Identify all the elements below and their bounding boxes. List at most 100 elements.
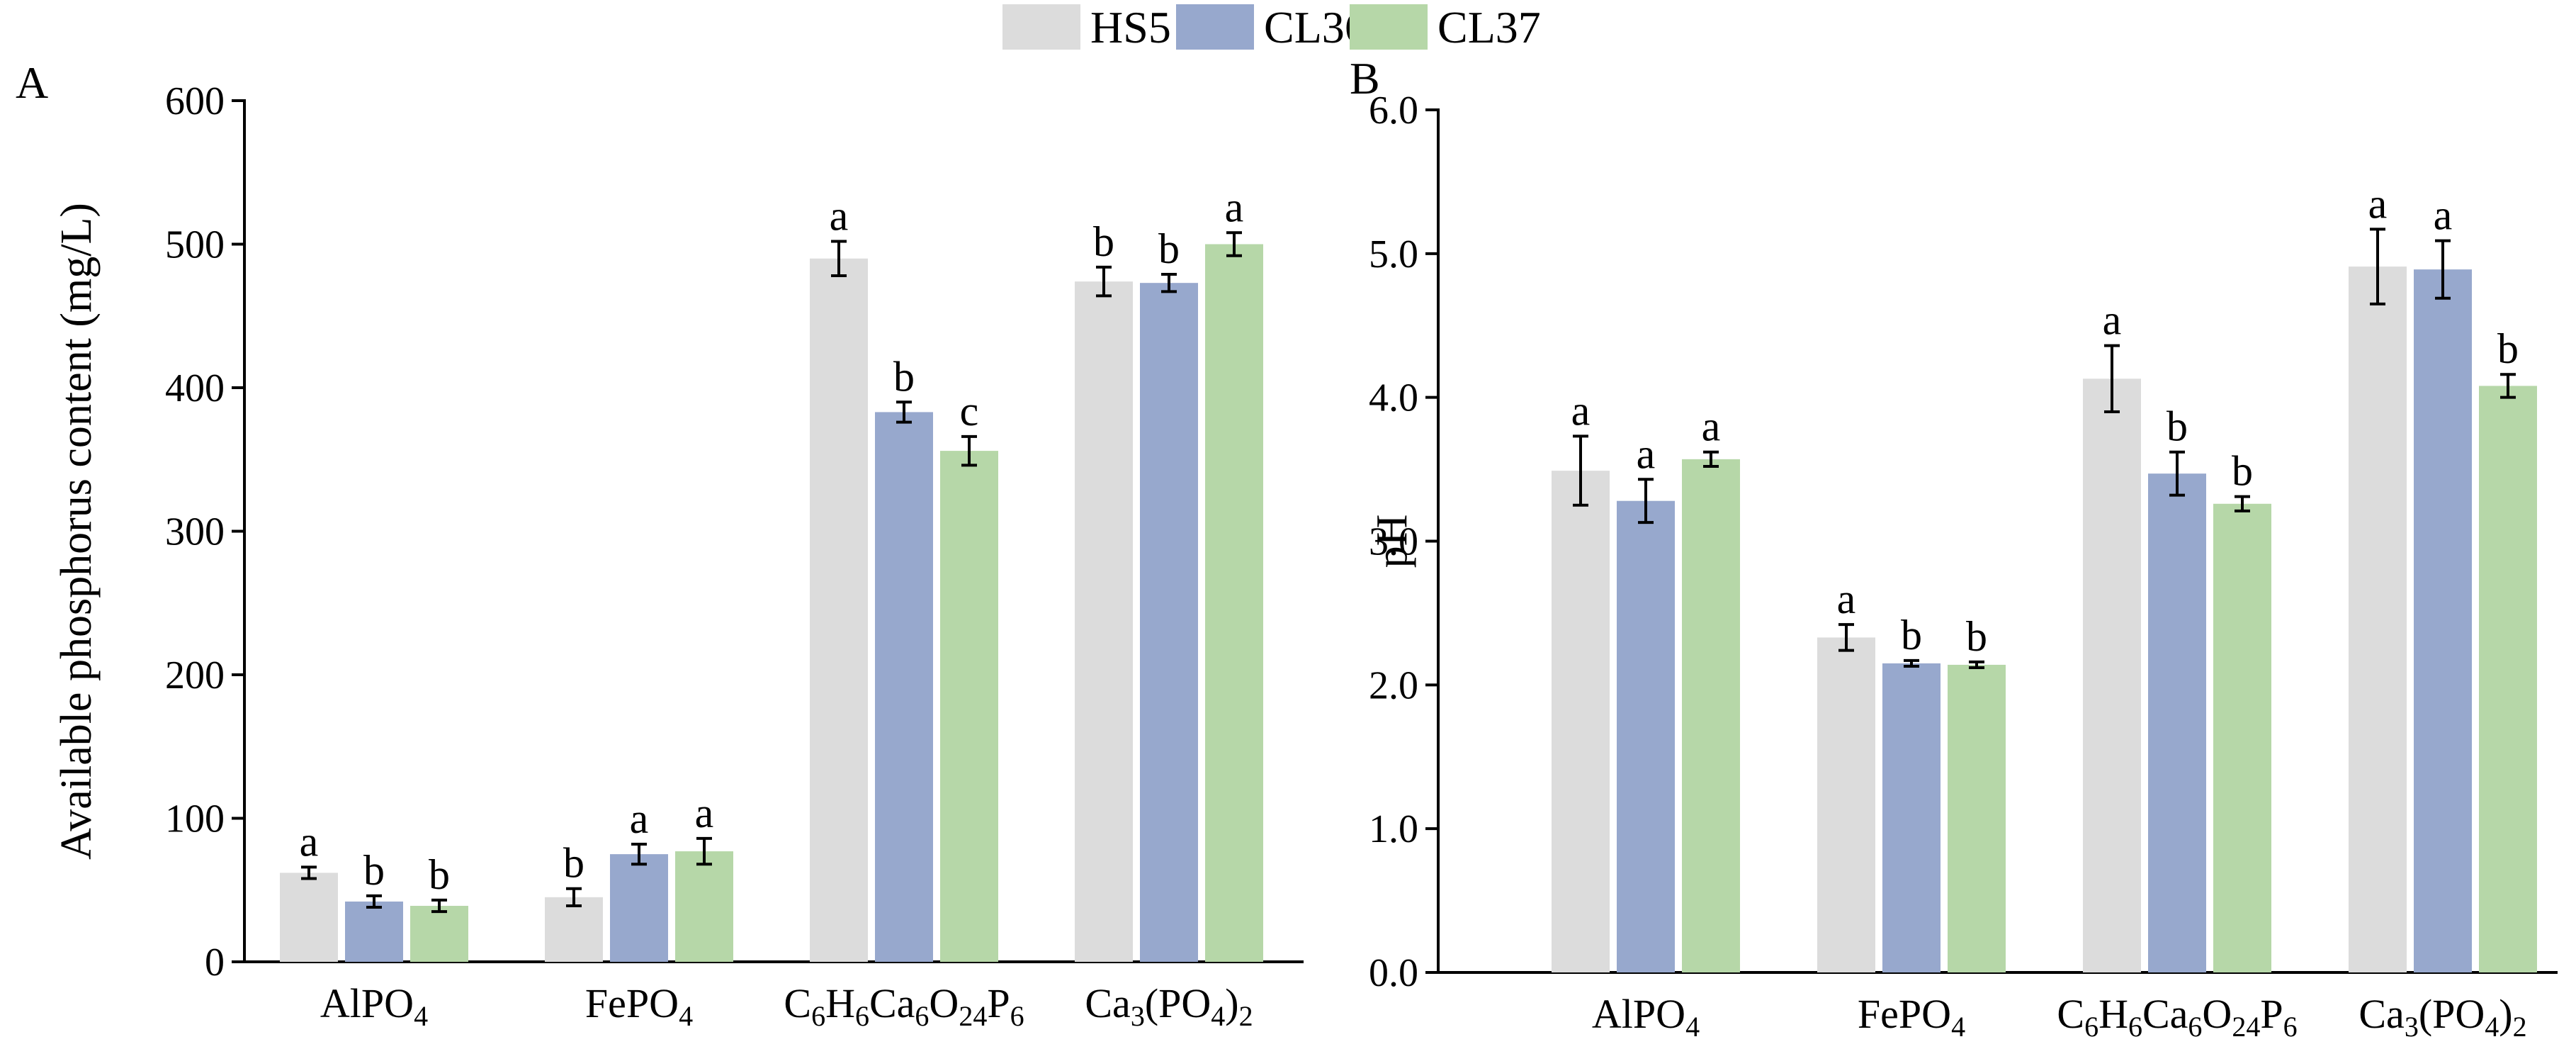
- significance-letter: a: [1571, 387, 1591, 434]
- y-tick-label: 300: [165, 510, 225, 554]
- significance-letter: a: [300, 818, 319, 865]
- panel-letter-b: B: [1350, 53, 1380, 103]
- label-text: P: [2260, 991, 2283, 1037]
- significance-letter: a: [1837, 576, 1856, 622]
- bar-cl37-2: [675, 851, 733, 962]
- subscript: 6: [915, 1000, 929, 1032]
- bar-hs5-1: [1552, 471, 1610, 972]
- label-text: P: [987, 980, 1010, 1026]
- subscript: 3: [2405, 1011, 2419, 1043]
- panel-letter-a: A: [16, 57, 48, 108]
- x-tick-label: AlPO4​: [320, 980, 428, 1032]
- x-tick-label: Ca3​(PO4​)2​: [2358, 991, 2526, 1043]
- subscript: 4: [1211, 1000, 1225, 1032]
- label-text: FePO: [585, 980, 679, 1026]
- bar-hs5-2: [545, 897, 603, 962]
- significance-letter: a: [1225, 184, 1244, 230]
- subscript: 4: [414, 1000, 428, 1032]
- subscript: 6: [2188, 1011, 2202, 1043]
- bar-hs5-4: [2349, 267, 2407, 972]
- significance-letter: b: [1093, 218, 1114, 265]
- label-text: AlPO: [1592, 991, 1685, 1037]
- y-tick-label: 3.0: [1369, 520, 1418, 564]
- label-text: Ca: [1085, 980, 1130, 1026]
- bar-cl36-4: [1140, 283, 1198, 962]
- y-tick-label: 500: [165, 223, 225, 267]
- x-tick-label: Ca3​(PO4​)2​: [1085, 980, 1253, 1032]
- y-tick-label: 0.0: [1369, 951, 1418, 995]
- x-tick-label: C6​H6​Ca6​O24​P6​: [2057, 991, 2297, 1043]
- y-tick-label: 400: [165, 366, 225, 410]
- significance-letter: b: [563, 840, 584, 887]
- significance-letter: a: [1702, 403, 1721, 450]
- significance-letter: c: [960, 388, 979, 434]
- legend-swatch-hs5: [1002, 4, 1080, 50]
- y-axis-title: Available phosphorus content (mg/L): [52, 203, 101, 860]
- subscript: 6: [2283, 1011, 2298, 1043]
- bar-cl37-4: [1205, 244, 1263, 962]
- panel-b-bar-chart: BpH0.01.02.03.04.05.06.0aaaAlPO4​abbFePO…: [1350, 53, 2558, 1043]
- subscript: 6: [855, 1000, 869, 1032]
- bar-hs5-2: [1817, 637, 1875, 972]
- legend-swatch-cl37: [1350, 4, 1428, 50]
- y-tick-label: 5.0: [1369, 232, 1418, 276]
- bar-cl36-2: [610, 854, 668, 962]
- label-text: (PO: [2419, 991, 2485, 1037]
- subscript: 6: [1010, 1000, 1024, 1032]
- label-text: O: [929, 980, 959, 1026]
- bar-cl36-1: [1617, 500, 1675, 972]
- y-tick-label: 2.0: [1369, 663, 1418, 707]
- x-tick-label: C6​H6​Ca6​O24​P6​: [784, 980, 1024, 1032]
- label-text: Ca: [2142, 991, 2188, 1037]
- subscript: 4: [2485, 1011, 2499, 1043]
- significance-letter: a: [2103, 297, 2122, 344]
- bar-cl37-1: [1682, 459, 1740, 972]
- label-text: FePO: [1858, 991, 1951, 1037]
- significance-letter: a: [830, 192, 849, 239]
- x-tick-label: FePO4​: [585, 980, 693, 1032]
- y-tick-label: 6.0: [1369, 89, 1418, 133]
- panel-a-bar-chart: A Available phosphorus content (mg/L) 0 100…: [16, 57, 1304, 1032]
- bar-cl36-1: [345, 901, 403, 962]
- label-text: AlPO: [320, 980, 414, 1026]
- y-tick-label: 600: [165, 79, 225, 123]
- subscript: 3: [1131, 1000, 1145, 1032]
- y-tick-label: 1.0: [1369, 807, 1418, 851]
- bar-cl36-3: [2148, 473, 2206, 972]
- subscript: 24: [2232, 1011, 2260, 1043]
- significance-letter: a: [2434, 192, 2453, 239]
- bar-cl37-3: [2213, 503, 2271, 972]
- bar-cl37-2: [1948, 664, 2006, 972]
- significance-letter: a: [2368, 180, 2388, 227]
- significance-letter: b: [363, 847, 385, 894]
- significance-letter: b: [893, 353, 915, 400]
- bar-cl37-4: [2479, 386, 2537, 972]
- label-text: C: [2057, 991, 2084, 1037]
- legend: HS5 CL36 CL37: [1002, 2, 1541, 52]
- label-text: (PO: [1145, 980, 1211, 1026]
- significance-letter: b: [1966, 613, 1987, 660]
- significance-letter: b: [1901, 612, 1922, 658]
- y-axis-title: pH: [1368, 515, 1416, 568]
- x-tick-label: FePO4​: [1858, 991, 1965, 1043]
- y-tick-label: 0: [205, 941, 225, 985]
- y-tick-label: 4.0: [1369, 376, 1418, 420]
- subscript: 6: [2128, 1011, 2142, 1043]
- bar-cl36-3: [875, 412, 933, 962]
- legend-label-cl37: CL37: [1437, 2, 1541, 52]
- subscript: 6: [2084, 1011, 2098, 1043]
- bar-cl36-2: [1882, 663, 1941, 972]
- bar-hs5-1: [280, 873, 338, 962]
- subscript: 2: [1239, 1000, 1253, 1032]
- subscript: 4: [1951, 1011, 1965, 1043]
- significance-letter: b: [2167, 403, 2188, 450]
- significance-letter: a: [630, 795, 649, 842]
- significance-letter: b: [2232, 448, 2253, 495]
- bar-cl37-1: [410, 906, 468, 962]
- subscript: 6: [811, 1000, 825, 1032]
- y-tick-label: 100: [165, 797, 225, 841]
- label-text: Ca: [2358, 991, 2404, 1037]
- x-tick-label: AlPO4​: [1592, 991, 1700, 1043]
- significance-letter: b: [1158, 225, 1180, 272]
